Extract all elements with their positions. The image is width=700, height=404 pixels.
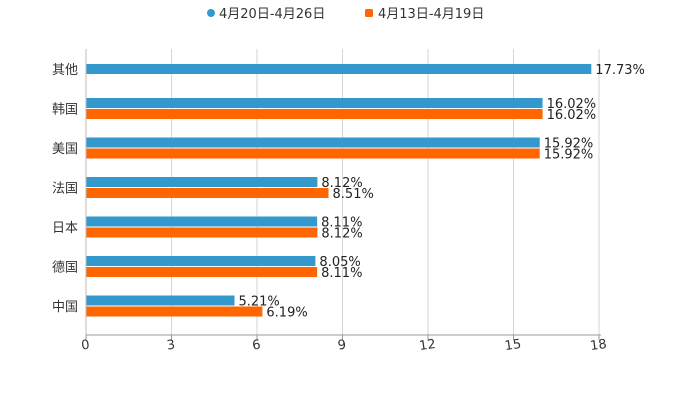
bar-series-1[interactable] <box>86 295 235 306</box>
x-tick-label: 15 <box>504 337 522 354</box>
data-labels: 17.73%16.02%16.02%15.92%15.92%8.12%8.51%… <box>238 63 644 321</box>
bar-series-1[interactable] <box>86 98 543 108</box>
bar-value-label: 8.12% <box>321 227 362 242</box>
bar-series-2[interactable] <box>86 306 263 317</box>
bar-value-label: 15.92% <box>544 148 594 163</box>
legend-item-2[interactable]: 4月13日-4月19日 <box>365 7 484 22</box>
x-tick-label: 0 <box>80 338 90 354</box>
bar-value-label: 8.12% <box>321 176 362 191</box>
bar-value-label: 8.05% <box>319 255 360 270</box>
bar-value-label: 5.21% <box>238 295 279 310</box>
bar-value-label: 17.73% <box>595 63 645 78</box>
legend-label: 4月20日-4月26日 <box>219 7 325 22</box>
category-label: 韩国 <box>52 103 78 118</box>
legend-item-1[interactable]: 4月20日-4月26日 <box>207 7 325 22</box>
bar-series-1[interactable] <box>86 216 318 227</box>
legend-marker-circle <box>207 9 215 17</box>
bar-value-label: 16.02% <box>547 108 597 123</box>
legend-label: 4月13日-4月19日 <box>378 7 484 22</box>
grid <box>171 49 600 335</box>
bar-series-2[interactable] <box>86 227 318 238</box>
bar-series-1[interactable] <box>86 64 592 74</box>
category-label: 日本 <box>52 221 78 236</box>
bar-value-label: 8.51% <box>333 187 374 202</box>
bar-value-label: 6.19% <box>266 306 307 321</box>
legend: 4月20日-4月26日 4月13日-4月19日 <box>207 7 484 22</box>
x-tick-label: 12 <box>418 337 436 354</box>
x-tick-label: 18 <box>589 337 607 354</box>
category-label: 美国 <box>52 142 78 157</box>
bar-series-1[interactable] <box>86 177 318 187</box>
x-tick-label: 3 <box>166 338 176 354</box>
bar-value-label: 8.11% <box>321 216 362 231</box>
bar-value-label: 16.02% <box>547 97 597 112</box>
legend-marker-square <box>365 9 373 17</box>
category-label: 法国 <box>52 182 78 197</box>
x-tick-label: 6 <box>251 338 261 354</box>
category-label: 其他 <box>52 63 78 78</box>
bar-series-1[interactable] <box>86 137 540 148</box>
bar-series-2[interactable] <box>86 148 540 159</box>
bar-series-2[interactable] <box>86 188 329 198</box>
category-label: 中国 <box>52 300 78 315</box>
category-label: 德国 <box>52 261 78 276</box>
bar-series-1[interactable] <box>86 256 316 266</box>
bar-value-label: 15.92% <box>544 137 594 152</box>
bar-series-2[interactable] <box>86 109 543 119</box>
bars <box>86 64 592 317</box>
bar-value-label: 8.11% <box>321 266 362 281</box>
bar-series-2[interactable] <box>86 267 318 277</box>
x-tick-label: 9 <box>337 338 347 354</box>
